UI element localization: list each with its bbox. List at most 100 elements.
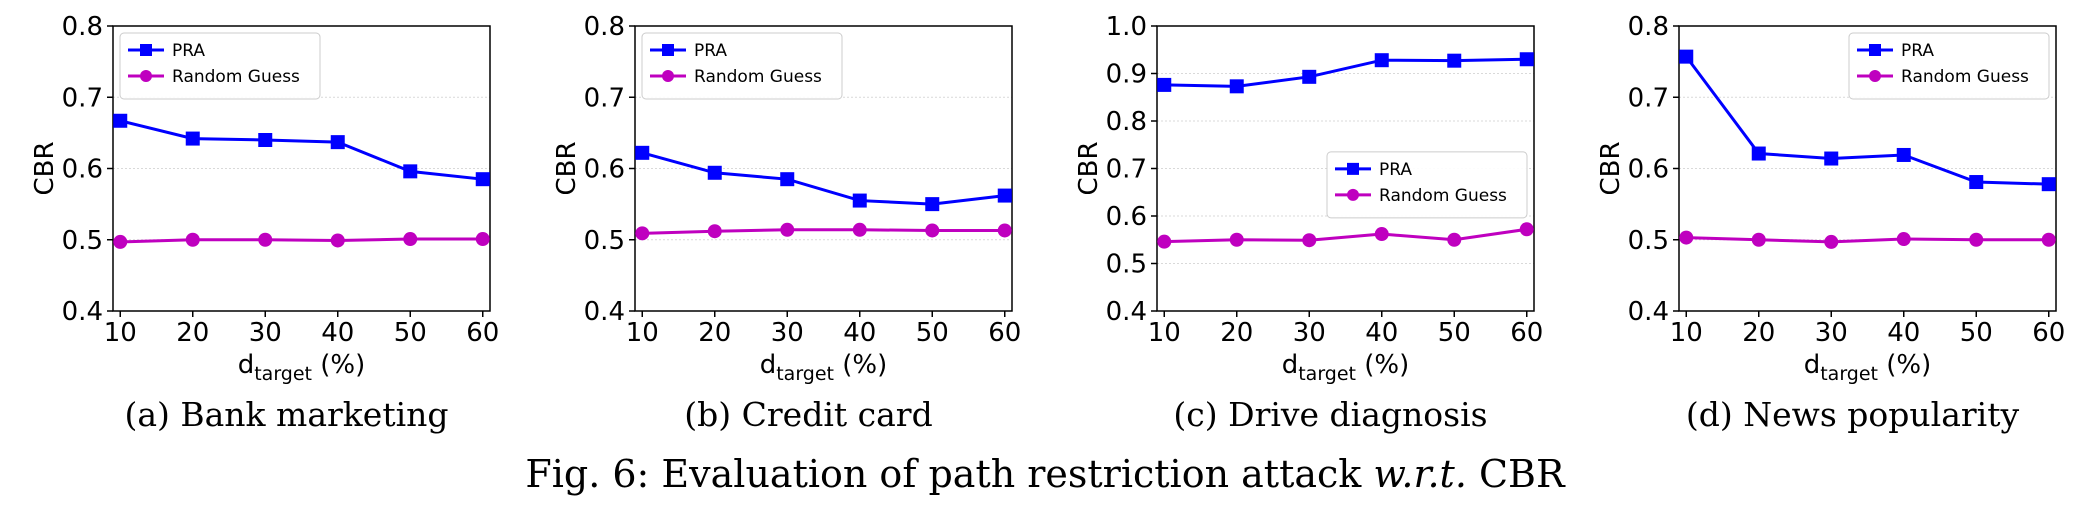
data-point-pra — [330, 135, 345, 150]
data-point-random-guess — [475, 232, 490, 247]
data-point-pra — [1302, 69, 1317, 84]
y-tick-label: 0.6 — [584, 155, 625, 185]
x-axis-label-sub: target — [1298, 363, 1356, 385]
data-point-random-guess — [925, 223, 940, 238]
x-tick-label: 40 — [843, 318, 876, 348]
y-tick-label: 0.4 — [1106, 297, 1147, 327]
subfigure-caption: (d) News popularity — [1686, 395, 2020, 434]
legend: PRA Random Guess — [1848, 32, 2050, 100]
data-point-pra — [1157, 77, 1172, 92]
legend-box — [119, 32, 321, 100]
data-point-random-guess — [2041, 232, 2056, 247]
data-point-random-guess — [1519, 222, 1534, 237]
data-point-pra — [707, 165, 722, 180]
x-axis-label-main: d — [1282, 350, 1299, 380]
data-point-random-guess — [780, 222, 795, 237]
data-point-pra — [1447, 53, 1462, 68]
data-point-random-guess — [1824, 234, 1839, 249]
y-tick-label: 0.5 — [1106, 250, 1147, 280]
y-tick-label: 0.4 — [1628, 297, 1669, 327]
data-point-pra — [925, 197, 940, 212]
series-line-pra — [119, 119, 483, 181]
x-axis-label-main: d — [238, 350, 255, 380]
legend-box — [641, 32, 843, 100]
data-point-pra — [1969, 175, 1984, 190]
data-point-pra — [997, 188, 1012, 203]
x-tick-label: 50 — [1438, 318, 1471, 348]
data-point-pra — [185, 131, 200, 146]
legend-label: PRA — [694, 41, 727, 61]
x-tick-label: 20 — [698, 318, 731, 348]
data-point-pra — [1751, 146, 1766, 161]
y-tick-label: 0.8 — [584, 12, 625, 42]
y-tick-label: 1.0 — [1106, 12, 1147, 42]
y-tick-label: 0.7 — [62, 83, 103, 113]
x-tick-label: 10 — [1148, 318, 1181, 348]
y-axis-label: CBR — [1596, 141, 1626, 195]
legend-label: Random Guess — [694, 67, 822, 87]
data-point-random-guess — [1679, 230, 1694, 245]
chart-panel-4: 0.4 0.5 0.6 0.7 0.8 10 20 30 40 50 60 CBR dtarget (%… — [1596, 12, 2065, 434]
figure-caption: Fig. 6: Evaluation of path restriction a… — [0, 452, 2090, 496]
y-tick-label: 0.6 — [1106, 202, 1147, 232]
legend-label: Random Guess — [1901, 67, 2029, 87]
x-tick-label: 20 — [1742, 318, 1775, 348]
x-tick-label: 40 — [1887, 318, 1920, 348]
x-tick-label: 10 — [626, 318, 659, 348]
data-point-pra — [1896, 147, 1911, 162]
x-axis-label: dtarget (%) — [238, 350, 366, 385]
y-tick-label: 0.6 — [62, 155, 103, 185]
figure-caption-suffix: CBR — [1466, 452, 1565, 496]
data-point-random-guess — [258, 232, 273, 247]
legend-marker-circle — [1347, 188, 1359, 201]
x-axis-label-sub: target — [254, 363, 312, 385]
x-tick-label: 10 — [104, 318, 137, 348]
x-tick-label: 20 — [176, 318, 209, 348]
figure-caption-emph: w.r.t. — [1373, 452, 1467, 496]
data-point-random-guess — [185, 232, 200, 247]
data-point-pra — [635, 145, 650, 160]
x-tick-label: 60 — [466, 318, 499, 348]
subfigure-caption: (c) Drive diagnosis — [1173, 395, 1487, 434]
legend-box — [1326, 151, 1528, 219]
x-tick-label: 10 — [1670, 318, 1703, 348]
y-axis-label: CBR — [552, 141, 582, 195]
x-tick-label: 50 — [1960, 318, 1993, 348]
data-point-random-guess — [635, 226, 650, 241]
x-tick-label: 30 — [771, 318, 804, 348]
x-tick-label: 50 — [916, 318, 949, 348]
x-axis-label-unit: (%) — [1356, 350, 1409, 380]
legend-label: PRA — [172, 41, 205, 61]
legend-label: Random Guess — [1379, 186, 1507, 206]
data-point-random-guess — [330, 233, 345, 248]
x-tick-label: 60 — [1510, 318, 1543, 348]
data-point-random-guess — [1157, 234, 1172, 249]
data-point-pra — [403, 164, 418, 179]
series-line-pra — [1685, 55, 2049, 186]
x-axis-label-unit: (%) — [1878, 350, 1931, 380]
x-tick-label: 60 — [2032, 318, 2065, 348]
data-point-random-guess — [1229, 232, 1244, 247]
data-point-pra — [780, 172, 795, 187]
legend: PRA Random Guess — [641, 32, 843, 100]
x-tick-label: 20 — [1220, 318, 1253, 348]
chart-panel-1: 0.4 0.5 0.6 0.7 0.8 10 20 30 40 50 60 CBR dtarget (%… — [30, 12, 499, 434]
legend-label: Random Guess — [172, 67, 300, 87]
y-axis-label: CBR — [30, 141, 60, 195]
y-tick-label: 0.9 — [1106, 60, 1147, 90]
y-tick-label: 0.7 — [1628, 83, 1669, 113]
y-tick-label: 0.5 — [62, 226, 103, 256]
x-tick-label: 30 — [1815, 318, 1848, 348]
legend: PRA Random Guess — [119, 32, 321, 100]
data-point-pra — [258, 133, 273, 147]
x-tick-label: 30 — [1293, 318, 1326, 348]
subfigure-caption: (b) Credit card — [684, 395, 932, 434]
data-point-random-guess — [1969, 232, 1984, 247]
legend-box — [1848, 32, 2050, 100]
y-tick-label: 0.8 — [62, 12, 103, 42]
legend-marker-square — [1869, 44, 1881, 56]
legend-marker-square — [140, 44, 152, 56]
series-line-pra — [1164, 57, 1527, 88]
data-point-random-guess — [1302, 233, 1317, 248]
data-point-random-guess — [997, 223, 1012, 238]
